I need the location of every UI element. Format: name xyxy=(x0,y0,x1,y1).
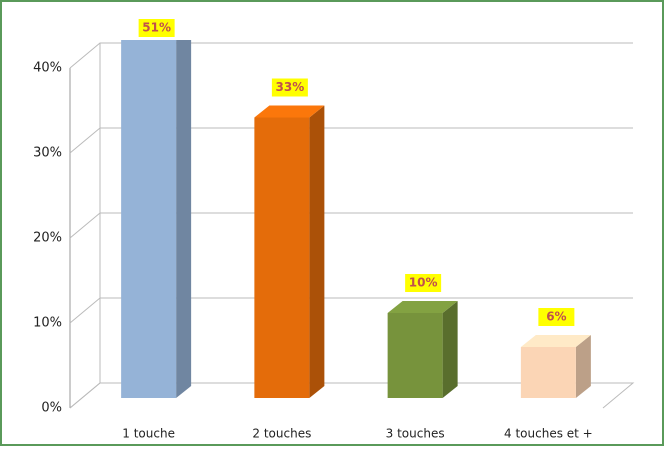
bar xyxy=(121,40,192,398)
bar xyxy=(520,335,591,398)
bar-top xyxy=(387,301,458,313)
grid-line xyxy=(69,127,633,154)
data-label-bg xyxy=(405,274,442,292)
bar-top xyxy=(520,335,591,347)
y-tick-label: 40% xyxy=(33,61,62,76)
bar-side xyxy=(176,40,192,398)
data-label-bg xyxy=(538,308,575,326)
bar xyxy=(254,105,325,398)
bar-side xyxy=(575,335,591,398)
bar xyxy=(387,301,458,398)
bar-top xyxy=(254,105,325,118)
y-tick-label: 10% xyxy=(33,316,62,331)
x-tick-label: 3 touches xyxy=(386,427,445,441)
y-tick-label: 30% xyxy=(33,146,62,161)
grid-line xyxy=(69,212,633,239)
bar-front xyxy=(121,40,177,398)
data-label: 6% xyxy=(546,310,566,324)
bar-front xyxy=(520,347,576,398)
x-tick-label: 4 touches et + xyxy=(504,427,593,441)
data-label-bg xyxy=(271,78,308,97)
bar-front xyxy=(387,313,443,398)
data-label-bg xyxy=(138,19,175,37)
bar-side xyxy=(309,105,325,398)
bar-side xyxy=(442,301,458,398)
data-label: 51% xyxy=(142,21,171,35)
data-label: 33% xyxy=(276,80,305,94)
data-label: 10% xyxy=(409,276,438,290)
y-tick-label: 0% xyxy=(41,401,62,416)
y-tick-label: 20% xyxy=(33,231,62,246)
bar-front xyxy=(254,117,310,398)
x-tick-label: 1 touche xyxy=(122,427,175,441)
x-tick-label: 2 touches xyxy=(252,427,311,441)
grid-line xyxy=(69,42,633,69)
grid-line xyxy=(69,297,633,324)
